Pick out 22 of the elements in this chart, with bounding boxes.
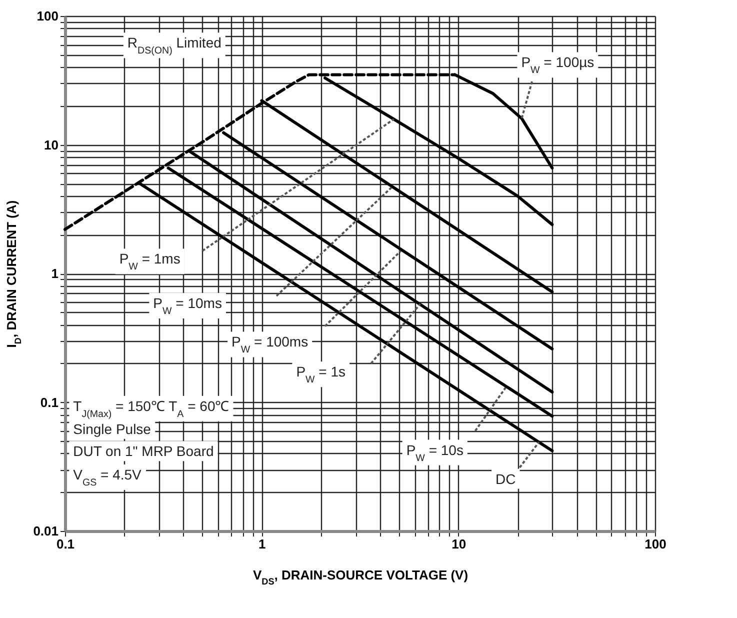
annotation: P$_{W}$ = 100ms	[232, 334, 308, 356]
annotation: P$_{W}$ = 10ms	[153, 294, 222, 316]
y-tick-label: 0.1	[40, 394, 58, 410]
y-tick-label: 0.01	[33, 524, 58, 538]
annotation: DC	[496, 470, 516, 487]
y-tick-label: 10	[44, 137, 58, 152]
y-tick-label: 100	[36, 8, 58, 24]
x-axis-title: V$_{DS}$, DRAIN-SOURCE VOLTAGE (V)	[252, 568, 468, 586]
annotation: P$_{W}$ = 10s	[406, 442, 464, 464]
annotation: DUT on 1" MRP Board	[73, 443, 214, 460]
annotation: T$_{J(Max)}$ = 150℃ T$_{A}$ = 60℃	[73, 398, 230, 420]
annotation: P$_{W}$ = 100µs	[521, 54, 594, 76]
annotation: P$_{W}$ = 1ms	[119, 250, 180, 272]
x-tick-label: 100	[644, 536, 666, 552]
y-tick-label: 1	[51, 266, 58, 281]
x-tick-label: 1	[258, 536, 266, 552]
annotation: R$_{DS(ON)}$ Limited	[127, 34, 222, 56]
annotation: Single Pulse	[73, 420, 152, 437]
annotation: V$_{GS}$ = 4.5V	[73, 466, 142, 488]
x-tick-label: 10	[452, 536, 466, 552]
x-tick-label: 0.1	[56, 536, 75, 552]
annotation: P$_{W}$ = 1s	[296, 364, 346, 386]
